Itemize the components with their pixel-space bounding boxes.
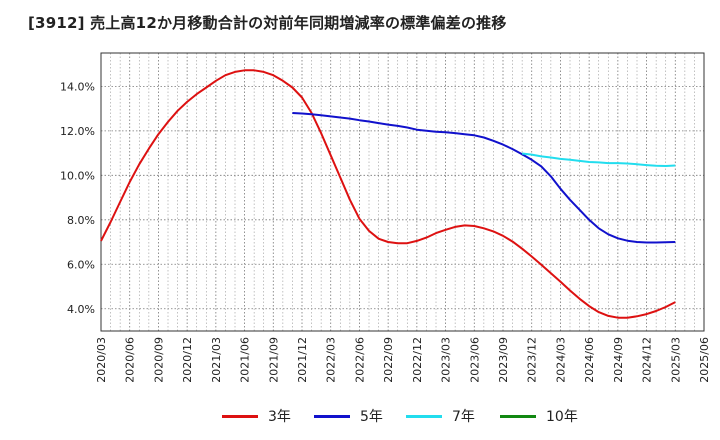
x-tick-label: 2023/09 [497, 337, 510, 383]
x-axis-ticks: 2020/03 2020/06 2020/09 2020/12 2021/03 2021/… [95, 337, 711, 383]
legend-label: 3年 [268, 409, 291, 425]
y-axis-ticks: 4.0% 6.0% 8.0% 10.0% 12.0% 14.0% [60, 80, 95, 315]
x-tick-label: 2021/12 [296, 337, 309, 383]
y-tick-label: 6.0% [67, 258, 95, 271]
x-tick-label: 2024/06 [583, 337, 596, 383]
x-tick-label: 2020/06 [124, 337, 137, 383]
legend-swatch [314, 414, 350, 418]
y-tick-label: 12.0% [60, 125, 95, 138]
x-tick-label: 2024/03 [554, 337, 567, 383]
x-tick-label: 2021/09 [267, 337, 280, 383]
x-tick-label: 2020/03 [95, 337, 108, 383]
legend-item: 10年 [500, 404, 578, 428]
x-tick-label: 2025/03 [669, 337, 682, 383]
x-tick-label: 2020/12 [181, 337, 194, 383]
chart-title: [3912] 売上高12か月移動合計の対前年同期増減率の標準偏差の推移 [28, 14, 507, 32]
x-tick-label: 2022/06 [353, 337, 366, 383]
x-tick-label: 2021/06 [239, 337, 252, 383]
y-tick-label: 10.0% [60, 169, 95, 182]
legend-swatch [222, 414, 258, 418]
x-tick-label: 2025/06 [698, 337, 711, 383]
y-tick-label: 8.0% [67, 214, 95, 227]
legend-swatch [500, 414, 536, 418]
series-line-3年 [100, 69, 676, 319]
y-tick-label: 14.0% [60, 80, 95, 93]
grid [100, 53, 705, 331]
plot-frame [100, 52, 705, 332]
x-tick-label: 2021/03 [210, 337, 223, 383]
x-tick-label: 2024/12 [641, 337, 654, 383]
x-tick-label: 2022/12 [411, 337, 424, 383]
legend-label: 5年 [360, 409, 383, 425]
x-tick-label: 2023/12 [526, 337, 539, 383]
legend-label: 7年 [452, 409, 475, 425]
legend-label: 10年 [546, 409, 578, 425]
legend-item: 3年 [222, 404, 291, 428]
legend: 3年 5年 7年 10年 [0, 404, 720, 428]
x-tick-label: 2024/09 [612, 337, 625, 383]
series-lines [100, 69, 676, 319]
x-tick-label: 2022/09 [382, 337, 395, 383]
series-line-5年 [292, 112, 676, 244]
legend-swatch [406, 414, 442, 418]
x-tick-label: 2023/06 [468, 337, 481, 383]
series-line-7年 [521, 152, 676, 167]
legend-item: 5年 [314, 404, 383, 428]
legend-item: 7年 [406, 404, 475, 428]
x-tick-label: 2023/03 [440, 337, 453, 383]
x-tick-label: 2020/09 [152, 337, 165, 383]
y-tick-label: 4.0% [67, 303, 95, 316]
x-tick-label: 2022/03 [325, 337, 338, 383]
